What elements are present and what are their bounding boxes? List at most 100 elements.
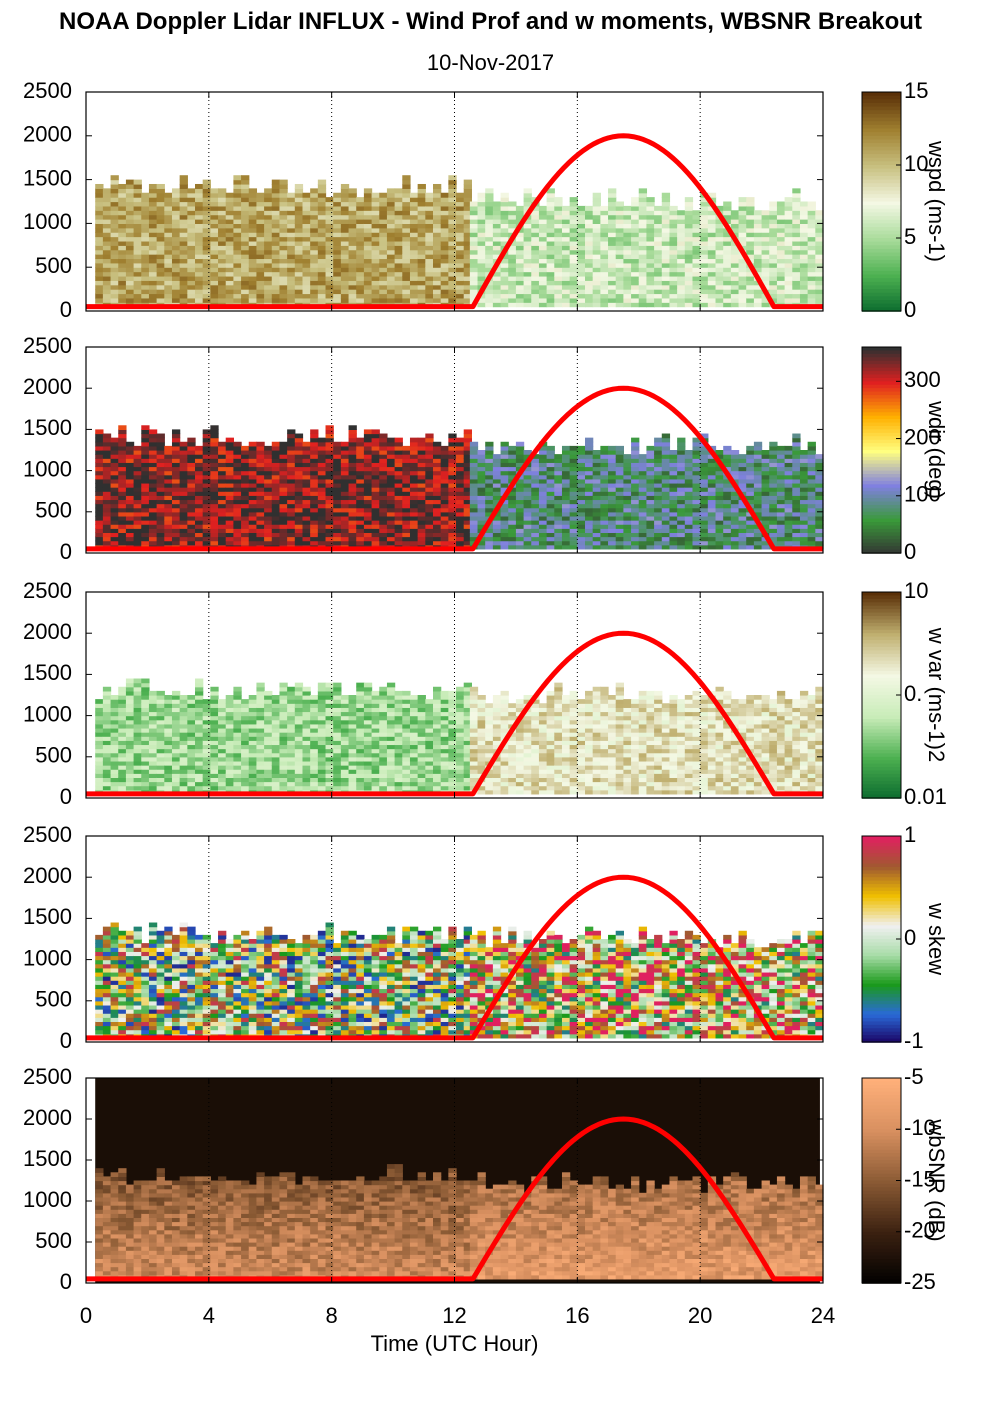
heatmap-cell: [646, 302, 655, 308]
heatmap-cell: [141, 536, 150, 542]
heatmap-cell: [523, 478, 532, 484]
heatmap-cell: [241, 183, 250, 189]
heatmap-cell: [692, 482, 701, 488]
heatmap-cell: [348, 454, 357, 459]
heatmap-cell: [302, 280, 311, 286]
heatmap-cell: [302, 487, 311, 492]
heatmap-cell: [669, 495, 678, 501]
heatmap-cell: [409, 478, 419, 484]
heatmap-cell: [325, 441, 334, 447]
heatmap-cell: [730, 524, 740, 529]
heatmap-cell: [233, 240, 242, 246]
heatmap-cell: [677, 482, 686, 488]
heatmap-cell: [179, 293, 188, 299]
heatmap-cell: [248, 271, 258, 277]
heatmap-cell: [133, 258, 142, 264]
heatmap-cell: [195, 470, 204, 476]
heatmap-cell: [485, 258, 494, 264]
heatmap-cell: [356, 515, 365, 521]
heatmap-cell: [707, 528, 717, 533]
heatmap-cell: [241, 478, 250, 484]
heatmap-cell: [195, 482, 204, 488]
heatmap-cell: [463, 179, 472, 185]
heatmap-cell: [210, 188, 219, 194]
heatmap-cell: [179, 474, 188, 480]
heatmap-cell: [325, 532, 334, 538]
heatmap-cell: [195, 267, 204, 273]
heatmap-cell: [310, 245, 319, 251]
heatmap-cell: [592, 462, 601, 468]
heatmap-cell: [692, 536, 701, 542]
heatmap-cell: [118, 183, 127, 189]
heatmap-cell: [287, 262, 296, 268]
heatmap-cell: [608, 302, 617, 308]
heatmap-cell: [141, 507, 150, 513]
heatmap-cell: [638, 197, 648, 203]
heatmap-cell: [187, 192, 196, 198]
heatmap-cell: [348, 289, 357, 295]
heatmap-cell: [333, 297, 342, 303]
heatmap-cell: [264, 487, 273, 492]
heatmap-cell: [179, 470, 188, 476]
heatmap-cell: [546, 258, 555, 264]
heatmap-cell: [469, 267, 479, 273]
heatmap-cell: [256, 450, 265, 455]
heatmap-cell: [723, 219, 732, 224]
heatmap-cell: [715, 271, 724, 277]
heatmap-cell: [241, 254, 250, 260]
heatmap-cell: [363, 245, 373, 251]
heatmap-cell: [776, 515, 786, 521]
heatmap-cell: [753, 474, 763, 480]
heatmap-cell: [433, 214, 442, 220]
heatmap-cell: [333, 466, 342, 472]
heatmap-cell: [776, 240, 786, 246]
heatmap-cell: [210, 478, 219, 484]
heatmap-cell: [631, 280, 640, 286]
heatmap-cell: [110, 445, 119, 451]
heatmap-cell: [815, 232, 824, 238]
heatmap-cell: [500, 275, 509, 281]
heatmap-cell: [179, 254, 188, 260]
heatmap-cell: [363, 223, 373, 229]
heatmap-cell: [646, 466, 655, 472]
heatmap-cell: [815, 214, 824, 220]
heatmap-cell: [310, 511, 319, 517]
heatmap-cell: [279, 258, 288, 264]
heatmap-cell: [577, 474, 586, 480]
heatmap-cell: [317, 470, 327, 476]
heatmap-cell: [700, 532, 709, 538]
heatmap-cell: [148, 520, 158, 525]
heatmap-cell: [561, 271, 571, 277]
heatmap-cell: [577, 254, 586, 260]
heatmap-cell: [631, 445, 640, 451]
heatmap-cell: [600, 503, 609, 509]
heatmap-cell: [271, 520, 281, 525]
heatmap-cell: [492, 214, 502, 220]
heatmap-cell: [477, 205, 486, 211]
heatmap-cell: [615, 499, 624, 505]
heatmap-cell: [95, 249, 104, 255]
heatmap-cell: [807, 289, 816, 295]
heatmap-cell: [554, 201, 563, 207]
heatmap-cell: [477, 197, 486, 203]
heatmap-cell: [707, 240, 717, 246]
heatmap-cell: [769, 466, 778, 472]
heatmap-cell: [440, 297, 449, 303]
heatmap-cell: [195, 289, 204, 295]
heatmap-cell: [769, 280, 778, 286]
heatmap-cell: [110, 450, 119, 455]
heatmap-cell: [707, 293, 717, 299]
heatmap-cell: [271, 511, 281, 517]
heatmap-cell: [707, 466, 717, 472]
heatmap-cell: [738, 515, 747, 521]
heatmap-cell: [448, 445, 457, 451]
heatmap-cell: [325, 491, 334, 496]
heatmap-cell: [769, 205, 778, 211]
heatmap-cell: [631, 275, 640, 281]
heatmap-cell: [554, 515, 563, 521]
heatmap-cell: [456, 293, 465, 299]
heatmap-cell: [592, 466, 601, 472]
heatmap-cell: [271, 192, 281, 198]
heatmap-cell: [707, 254, 717, 260]
heatmap-cell: [371, 240, 380, 246]
